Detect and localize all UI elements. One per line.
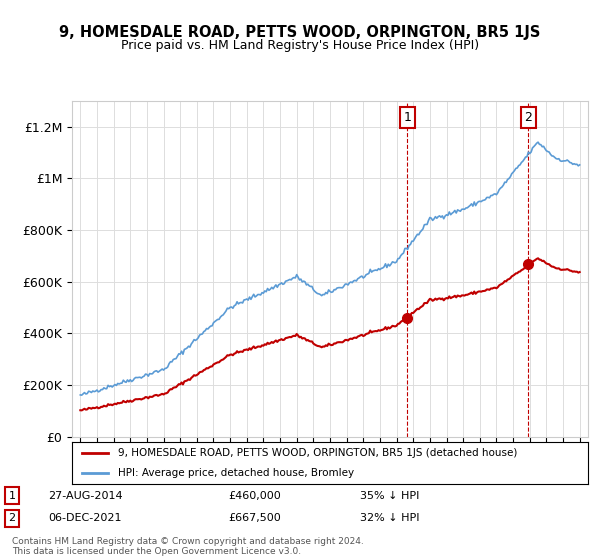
- Text: Contains HM Land Registry data © Crown copyright and database right 2024.
This d: Contains HM Land Registry data © Crown c…: [12, 536, 364, 556]
- Text: Price paid vs. HM Land Registry's House Price Index (HPI): Price paid vs. HM Land Registry's House …: [121, 39, 479, 52]
- Text: HPI: Average price, detached house, Bromley: HPI: Average price, detached house, Brom…: [118, 468, 355, 478]
- Text: 9, HOMESDALE ROAD, PETTS WOOD, ORPINGTON, BR5 1JS (detached house): 9, HOMESDALE ROAD, PETTS WOOD, ORPINGTON…: [118, 448, 518, 458]
- Text: 1: 1: [8, 491, 16, 501]
- Text: 2: 2: [8, 514, 16, 524]
- Text: 1: 1: [403, 111, 412, 124]
- Text: 06-DEC-2021: 06-DEC-2021: [48, 514, 121, 524]
- Text: £667,500: £667,500: [228, 514, 281, 524]
- Text: 2: 2: [524, 111, 532, 124]
- Text: 35% ↓ HPI: 35% ↓ HPI: [360, 491, 419, 501]
- Text: 32% ↓ HPI: 32% ↓ HPI: [360, 514, 419, 524]
- Text: £460,000: £460,000: [228, 491, 281, 501]
- Text: 27-AUG-2014: 27-AUG-2014: [48, 491, 122, 501]
- Text: 9, HOMESDALE ROAD, PETTS WOOD, ORPINGTON, BR5 1JS: 9, HOMESDALE ROAD, PETTS WOOD, ORPINGTON…: [59, 25, 541, 40]
